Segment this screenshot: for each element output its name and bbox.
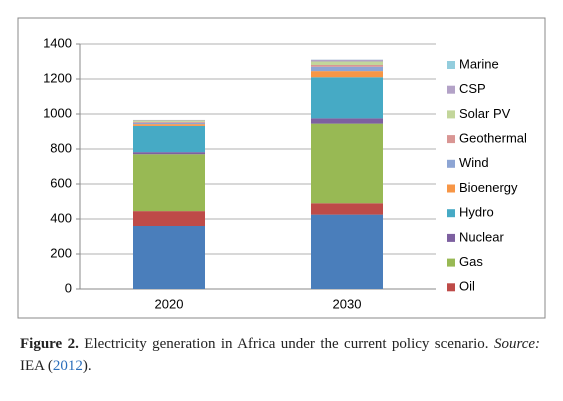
bar-segment (311, 71, 383, 78)
y-tick-label: 1000 (43, 105, 72, 120)
legend-label: Marine (459, 56, 499, 71)
legend-swatch (447, 184, 455, 193)
caption-label: Figure 2. (20, 336, 79, 352)
y-tick-label: 200 (50, 245, 72, 260)
y-tick-label: 400 (50, 210, 72, 225)
caption: Figure 2. Electricity generation in Afri… (20, 333, 540, 377)
legend-label: Gas (459, 254, 483, 269)
legend-label: Hydro (459, 205, 494, 220)
legend-swatch (447, 110, 455, 119)
chart: 0 200 400 600 800 1000 1200 1400 2020 2030 Marine C… (17, 17, 546, 319)
caption-end: ). (82, 358, 92, 374)
legend-swatch (447, 61, 455, 69)
bar-segment (311, 77, 383, 119)
legend-label: Solar PV (459, 106, 511, 121)
y-tick-label: 1200 (43, 70, 72, 85)
bar-segment (133, 124, 205, 126)
source-year: 2012 (52, 358, 83, 374)
y-tick-label: 0 (65, 280, 72, 295)
legend-swatch (447, 233, 455, 242)
bar-segment (133, 211, 205, 226)
legend-label: Oil (459, 279, 475, 294)
caption-text: Electricity generation in Africa under t… (84, 336, 489, 352)
source-label: Source: (493, 336, 541, 352)
legend-label: Wind (459, 155, 489, 170)
bar-segment (133, 226, 205, 289)
bar-segment (311, 118, 383, 124)
bar-segment (311, 59, 383, 62)
legend-swatch (447, 209, 455, 218)
bar-segment (311, 65, 383, 67)
bar-segment (311, 123, 383, 204)
legend-swatch (447, 159, 455, 168)
x-tick-label: 2020 (155, 296, 184, 311)
bar-segment (133, 122, 205, 125)
legend-label: Bioenergy (459, 180, 518, 195)
bar-segment (133, 121, 205, 123)
legend-swatch (447, 135, 455, 144)
bar-segment (133, 119, 205, 121)
legend-swatch (447, 283, 455, 292)
bar-segment (133, 120, 205, 122)
legend-label: Nuclear (459, 229, 504, 244)
bar-segment (133, 125, 205, 153)
bar-segment (311, 61, 383, 65)
legend-label: Geothermal (459, 131, 527, 146)
legend-label: CSP (459, 81, 486, 96)
y-tick-label: 1400 (43, 35, 72, 50)
legend-swatch (447, 258, 455, 267)
y-tick-label: 800 (50, 140, 72, 155)
bar-segment (133, 154, 205, 212)
chart-frame (17, 17, 546, 319)
bar-segment (133, 152, 205, 155)
x-tick-label: 2030 (333, 296, 362, 311)
bar-segment (311, 203, 383, 215)
source: IEA ( (20, 358, 53, 374)
legend-swatch (447, 85, 455, 94)
bar-segment (311, 66, 383, 72)
bar-segment (311, 214, 383, 289)
y-tick-label: 600 (50, 175, 72, 190)
